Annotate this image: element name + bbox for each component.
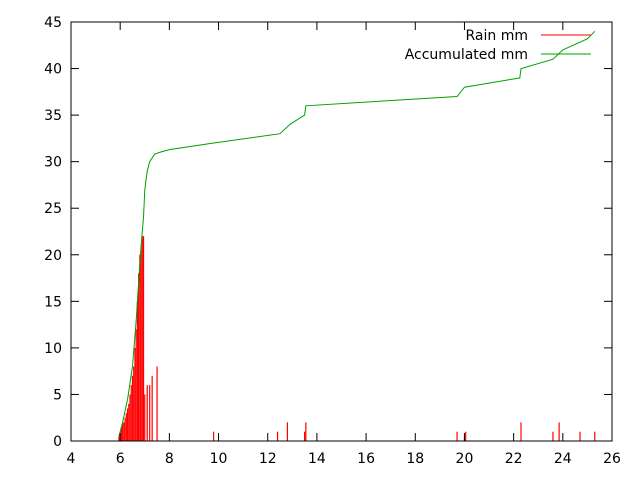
y-tick-label: 5 [53,387,62,403]
accumulated-line [118,30,596,437]
y-tick-label: 0 [53,434,62,450]
y-tick-label: 10 [44,341,62,357]
y-tick-label: 25 [44,201,62,217]
y-tick-label: 35 [44,108,62,124]
y-tick-label: 15 [44,294,62,310]
x-tick-label: 22 [505,451,523,467]
x-tick-label: 18 [406,451,424,467]
x-tick-label: 14 [308,451,326,467]
legend-label: Accumulated mm [405,47,528,63]
legend-label: Rain mm [466,28,529,44]
x-tick-label: 6 [116,451,125,467]
plot-marks [118,30,596,441]
x-tick-label: 10 [210,451,228,467]
y-tick-label: 20 [44,248,62,264]
series-1 [118,30,596,437]
x-tick-label: 26 [603,451,621,467]
x-tick-label: 20 [456,451,474,467]
x-tick-label: 4 [67,451,76,467]
legend: Rain mm Accumulated mm [405,28,591,63]
x-tick-label: 8 [165,451,174,467]
axes: 4 6 8 10 12 14 16 18 20 22 24 26 0 5 10 15 20 25 30 35 40 45 [44,15,621,467]
y-tick-label: 45 [44,15,62,31]
x-tick-label: 12 [259,451,277,467]
x-tick-label: 16 [357,451,375,467]
series-0 [118,236,596,441]
x-tick-label: 24 [554,451,572,467]
y-tick-label: 40 [44,62,62,78]
plot-frame [70,21,613,442]
y-tick-label: 30 [44,155,62,171]
